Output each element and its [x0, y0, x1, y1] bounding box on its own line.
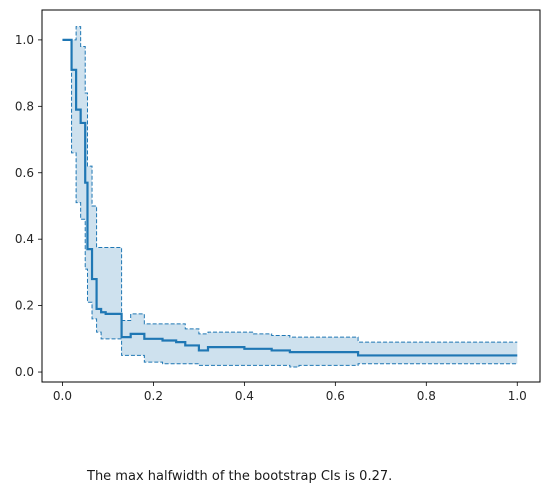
y-tick-label: 0.2 — [15, 299, 34, 313]
plot-area: 0.0 0.2 0.4 0.6 0.8 1.0 0.0 0.2 0.4 0.6 0.8 1.0 — [15, 9, 541, 403]
x-tick-label: 0.0 — [53, 389, 72, 403]
lower-ci-line — [62, 39, 518, 368]
upper-ci-line — [62, 26, 518, 343]
y-tick-label: 0.4 — [15, 232, 34, 246]
y-axis: 0.0 0.2 0.4 0.6 0.8 1.0 — [15, 33, 42, 379]
axes-frame — [41, 9, 541, 383]
ci-band-fill — [62, 26, 518, 368]
y-tick-label: 0.6 — [15, 166, 34, 180]
y-tick-label: 0.0 — [15, 365, 34, 379]
y-tick-label: 0.8 — [15, 99, 34, 113]
x-tick-label: 0.2 — [144, 389, 163, 403]
x-axis: 0.0 0.2 0.4 0.6 0.8 1.0 — [53, 382, 527, 403]
x-tick-label: 0.6 — [326, 389, 345, 403]
x-tick-label: 0.4 — [235, 389, 254, 403]
x-tick-label: 1.0 — [508, 389, 527, 403]
estimate-step-line — [62, 38, 518, 357]
bootstrap-ci-caption: The max halfwidth of the bootstrap CIs i… — [87, 469, 393, 484]
confidence-band — [62, 26, 518, 368]
series-lines — [62, 26, 518, 368]
x-tick-label: 0.8 — [417, 389, 436, 403]
y-tick-label: 1.0 — [15, 33, 34, 47]
